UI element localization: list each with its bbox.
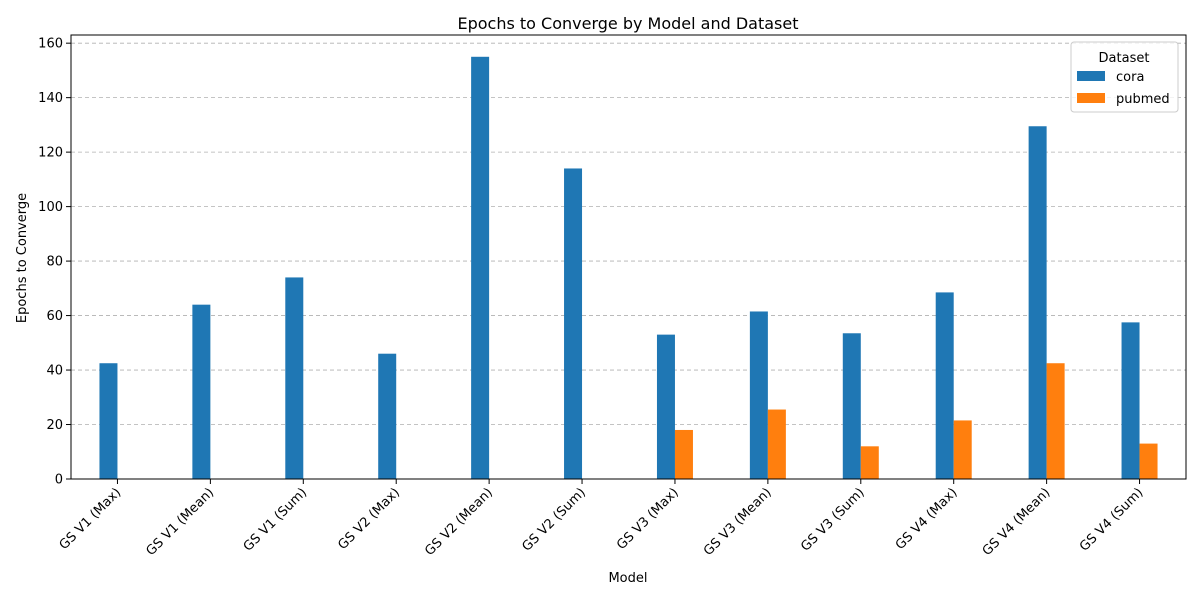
bar-cora — [1028, 126, 1047, 480]
bar-cora — [842, 333, 861, 479]
legend-swatch-cora — [1077, 71, 1105, 81]
legend-label-pubmed: pubmed — [1116, 92, 1170, 107]
x-tick-label: GS V4 (Sum) — [1077, 485, 1146, 554]
bar-pubmed — [860, 446, 879, 479]
x-tick-label: GS V3 (Max) — [614, 485, 682, 553]
bar-cora — [935, 292, 954, 479]
bar-cora — [564, 168, 583, 479]
bar-pubmed — [674, 429, 693, 479]
y-tick-label: 100 — [38, 200, 63, 215]
x-tick-label: GS V4 (Mean) — [980, 485, 1054, 559]
x-tick-label: GS V2 (Max) — [335, 485, 403, 553]
legend-swatch-pubmed — [1077, 93, 1105, 103]
bar-pubmed — [1139, 443, 1158, 479]
y-tick-label: 40 — [46, 364, 63, 379]
chart-title: Epochs to Converge by Model and Dataset — [457, 14, 798, 33]
legend-label-cora: cora — [1116, 70, 1144, 85]
bar-cora — [378, 353, 397, 479]
bar-cora — [99, 363, 118, 479]
bar-pubmed — [767, 409, 786, 479]
bar-cora — [471, 56, 490, 479]
y-tick-label: 120 — [38, 146, 63, 161]
y-tick-label: 140 — [38, 91, 63, 106]
bar-cora — [192, 304, 211, 479]
x-tick-label: GS V1 (Mean) — [143, 485, 217, 559]
x-axis-label: Model — [608, 571, 647, 586]
y-tick-label: 20 — [46, 418, 63, 433]
tick-labels: 0 20 40 60 80 100 120 140 160 GS V1 (Max) GS V1 (M… — [38, 37, 1146, 559]
bar-cora — [285, 277, 304, 479]
x-tick-label: GS V2 (Mean) — [422, 485, 496, 559]
x-tick-label: GS V1 (Sum) — [241, 485, 310, 554]
legend: Dataset cora pubmed — [1070, 41, 1179, 113]
y-axis-label: Epochs to Converge — [15, 193, 30, 323]
bar-pubmed — [953, 420, 972, 479]
x-tick-label: GS V3 (Mean) — [701, 485, 775, 559]
bars — [99, 56, 1158, 480]
bar-cora — [749, 311, 768, 479]
y-tick-label: 160 — [38, 37, 63, 52]
bar-cora — [656, 334, 675, 479]
y-tick-label: 0 — [55, 473, 63, 488]
bar-pubmed — [1046, 363, 1065, 479]
bar-cora — [1121, 322, 1140, 479]
y-tick-label: 80 — [46, 255, 63, 270]
x-tick-label: GS V4 (Max) — [893, 485, 961, 553]
x-tick-label: GS V3 (Sum) — [798, 485, 867, 554]
plot-frame — [70, 34, 1187, 480]
legend-title: Dataset — [1099, 51, 1150, 66]
x-tick-label: GS V2 (Sum) — [520, 485, 589, 554]
axes — [66, 34, 1187, 484]
x-tick-label: GS V1 (Max) — [57, 485, 125, 553]
grid-lines — [71, 42, 1186, 425]
y-tick-label: 60 — [46, 309, 63, 324]
